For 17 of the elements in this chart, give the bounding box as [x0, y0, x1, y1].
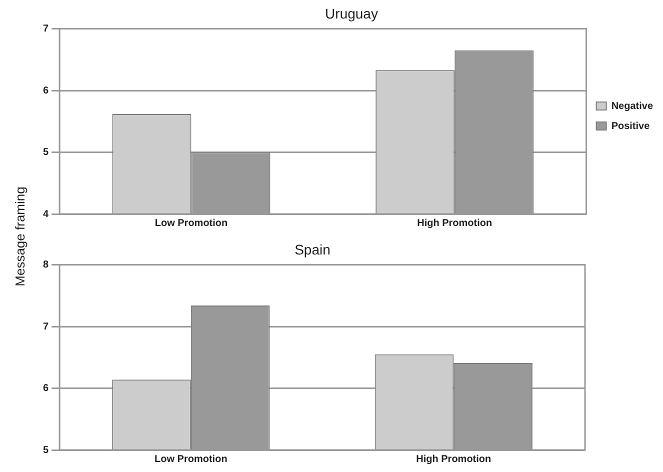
chart-title: Spain	[294, 241, 330, 258]
chart-title: Uruguay	[325, 5, 378, 22]
legend-label: Positive	[611, 120, 650, 132]
x-tick-label: Low Promotion	[154, 218, 228, 229]
y-tick-label: 8	[43, 260, 49, 271]
y-axis-title: Message framing	[12, 186, 28, 286]
x-tick-label: High Promotion	[416, 454, 492, 465]
x-tick-label: Low Promotion	[154, 454, 228, 465]
x-tick-label: High Promotion	[417, 218, 492, 229]
legend-label: Negative	[611, 100, 654, 112]
y-tick-label: 6	[43, 85, 49, 96]
y-tick-label: 5	[43, 444, 49, 456]
y-tick-label: 7	[43, 321, 49, 332]
y-tick-label: 5	[43, 147, 49, 158]
y-tick-label: 7	[43, 24, 49, 35]
y-tick-label: 6	[43, 383, 49, 394]
y-tick-label: 4	[43, 208, 49, 220]
